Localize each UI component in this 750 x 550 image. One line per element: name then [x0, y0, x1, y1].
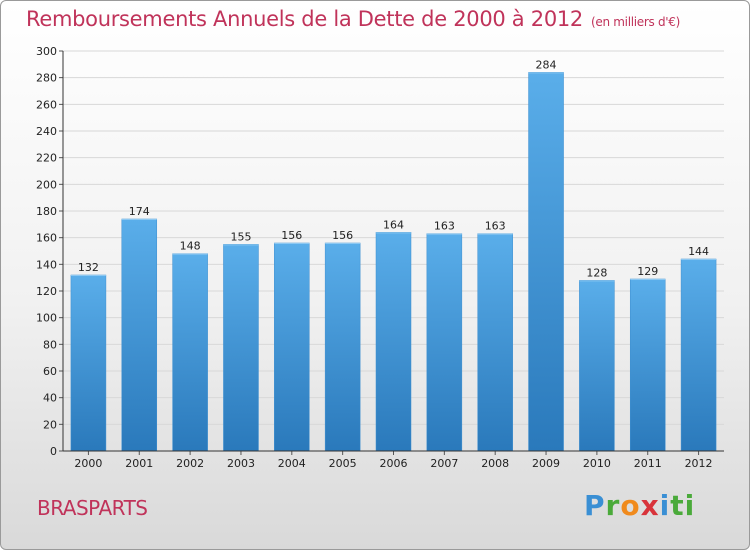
x-tick-label: 2004 — [278, 457, 306, 470]
value-label: 174 — [129, 205, 150, 218]
bar — [121, 218, 158, 452]
x-tick-label: 2007 — [430, 457, 458, 470]
logo-letter: x — [640, 489, 660, 522]
value-label: 144 — [688, 245, 709, 258]
y-tick-label: 240 — [36, 125, 57, 138]
y-tick-label: 160 — [36, 232, 57, 245]
x-tick-label: 2002 — [176, 457, 204, 470]
y-tick-label: 40 — [43, 392, 57, 405]
logo-letter: r — [605, 489, 621, 522]
bar — [426, 233, 463, 452]
bar — [324, 242, 361, 452]
y-tick-label: 80 — [43, 338, 57, 351]
x-tick-label: 2000 — [74, 457, 102, 470]
bar — [680, 258, 717, 452]
y-tick-label: 200 — [36, 178, 57, 191]
value-label: 164 — [383, 218, 404, 231]
title-unit: (en milliers d'€) — [591, 15, 681, 29]
bar — [223, 244, 259, 452]
value-label: 156 — [332, 229, 353, 242]
title-text: Remboursements Annuels de la Dette de 20… — [26, 7, 583, 31]
value-label: 163 — [434, 220, 455, 233]
logo-letter: ti — [670, 489, 696, 522]
value-label: 129 — [637, 265, 658, 278]
y-tick-label: 0 — [50, 445, 57, 458]
y-tick-label: 60 — [43, 365, 57, 378]
bar — [172, 253, 208, 452]
x-tick-label: 2001 — [125, 457, 153, 470]
x-tick-label: 2005 — [329, 457, 357, 470]
chart-title: Remboursements Annuels de la Dette de 20… — [26, 7, 680, 31]
bars — [70, 72, 717, 452]
bar — [629, 278, 666, 452]
y-tick-label: 140 — [36, 258, 57, 271]
bar — [528, 72, 564, 452]
value-label: 163 — [485, 220, 506, 233]
proxiti-logo: Proxiti — [584, 489, 695, 522]
y-tick-label: 120 — [36, 285, 57, 298]
logo-letter: i — [659, 489, 671, 522]
x-tick-label: 2003 — [227, 457, 255, 470]
value-label: 132 — [78, 261, 99, 274]
value-label: 155 — [230, 230, 251, 243]
bar — [579, 280, 615, 452]
value-label: 148 — [180, 240, 201, 253]
x-tick-label: 2009 — [532, 457, 560, 470]
x-axis-ticks: 2000 2001 2002 2003 2004 2005 2006 2007 2008 2009… — [74, 451, 713, 470]
x-tick-label: 2006 — [380, 457, 408, 470]
logo-letter: P — [584, 489, 606, 522]
value-label: 128 — [586, 266, 607, 279]
bar — [477, 233, 513, 452]
value-labels: 132 174 148 155 156 156 164 163 163 284 128 129 144 — [78, 58, 709, 279]
y-tick-label: 280 — [36, 72, 57, 85]
bar — [375, 232, 412, 452]
x-tick-label: 2011 — [634, 457, 662, 470]
value-label: 156 — [281, 229, 302, 242]
y-tick-label: 220 — [36, 152, 57, 165]
y-tick-label: 300 — [36, 45, 57, 58]
town-name: BRASPARTS — [37, 496, 148, 520]
y-tick-label: 20 — [43, 418, 57, 431]
y-tick-label: 260 — [36, 98, 57, 111]
bar — [70, 274, 107, 452]
logo-letter: o — [620, 489, 641, 522]
value-label: 284 — [536, 58, 557, 71]
y-axis-ticks: 0 20 40 60 80 100 120 140 160 180 200 220 240 260 280 3… — [36, 45, 63, 458]
y-tick-label: 180 — [36, 205, 57, 218]
y-tick-label: 100 — [36, 312, 57, 325]
bar — [274, 242, 310, 452]
x-tick-label: 2010 — [583, 457, 611, 470]
axes — [62, 51, 724, 452]
x-tick-label: 2012 — [685, 457, 713, 470]
x-tick-label: 2008 — [481, 457, 509, 470]
